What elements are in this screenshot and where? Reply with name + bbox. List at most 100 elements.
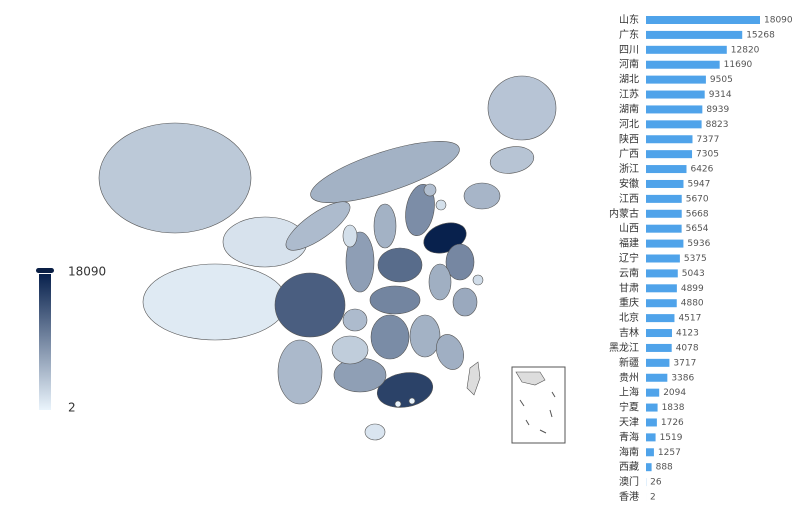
bar-value: 8823 bbox=[706, 120, 729, 130]
bar-value: 7377 bbox=[696, 135, 719, 145]
province bbox=[98, 122, 252, 234]
province bbox=[472, 274, 484, 286]
bar bbox=[646, 388, 660, 397]
province bbox=[370, 314, 410, 360]
visual-map-max: 18090 bbox=[68, 265, 106, 279]
bar bbox=[646, 284, 677, 293]
province bbox=[376, 372, 434, 408]
bar-value: 15268 bbox=[746, 30, 775, 40]
province bbox=[285, 201, 351, 251]
bar-value: 888 bbox=[656, 463, 673, 473]
bar bbox=[646, 463, 652, 472]
bar-category: 湖南 bbox=[619, 102, 639, 115]
province bbox=[463, 182, 501, 210]
bar-category: 江苏 bbox=[619, 88, 639, 101]
bar-value: 3386 bbox=[671, 373, 694, 383]
bar-category: 香港 bbox=[619, 491, 639, 503]
province bbox=[373, 203, 397, 249]
province bbox=[408, 397, 416, 405]
bar-category: 河南 bbox=[619, 58, 639, 71]
bar-value: 1838 bbox=[662, 403, 685, 413]
bar-value: 26 bbox=[650, 478, 662, 488]
bar-category: 宁夏 bbox=[619, 401, 639, 414]
bar bbox=[646, 165, 687, 174]
south-sea-inset bbox=[511, 366, 566, 444]
province bbox=[405, 183, 435, 237]
bar bbox=[646, 448, 654, 457]
map bbox=[98, 75, 557, 441]
bar-value: 4880 bbox=[681, 299, 704, 309]
province bbox=[445, 243, 475, 281]
bar-category: 新疆 bbox=[619, 356, 639, 369]
province bbox=[435, 199, 447, 211]
province bbox=[489, 146, 535, 174]
bar bbox=[646, 45, 727, 54]
bar bbox=[646, 224, 682, 233]
bar bbox=[646, 120, 702, 129]
bar-value: 5654 bbox=[686, 224, 709, 234]
province bbox=[394, 400, 402, 408]
bar-value: 2 bbox=[650, 493, 656, 503]
bar-category: 辽宁 bbox=[619, 252, 639, 265]
bar-category: 江西 bbox=[619, 193, 639, 205]
bar-category: 云南 bbox=[619, 266, 639, 279]
bar bbox=[646, 60, 720, 69]
bar-value: 5947 bbox=[687, 179, 710, 189]
bar-value: 5668 bbox=[686, 209, 709, 219]
bar-category: 广西 bbox=[619, 148, 639, 160]
bar bbox=[646, 373, 668, 382]
bar-category: 海南 bbox=[619, 445, 639, 458]
bar-category: 黑龙江 bbox=[609, 341, 639, 354]
visual-map-handle bbox=[36, 268, 54, 273]
ranking-bars: 山东 18090 广东 15268 四川 12820 河南 11690 湖北 9505 江苏 9314… bbox=[609, 13, 793, 503]
bar-category: 上海 bbox=[619, 386, 639, 399]
bar bbox=[646, 403, 658, 412]
province bbox=[342, 308, 368, 332]
province bbox=[342, 224, 358, 248]
bar bbox=[646, 75, 706, 84]
bar bbox=[646, 150, 693, 159]
bar bbox=[646, 329, 672, 338]
visual-map-min: 2 bbox=[68, 401, 76, 415]
bar bbox=[646, 135, 693, 144]
bar-category: 四川 bbox=[619, 45, 639, 56]
bar-value: 1257 bbox=[658, 448, 681, 458]
bar-category: 西藏 bbox=[619, 461, 639, 473]
bar bbox=[646, 269, 678, 278]
bar bbox=[646, 239, 684, 248]
province bbox=[452, 287, 478, 317]
bar bbox=[646, 254, 680, 263]
bar-category: 贵州 bbox=[619, 371, 639, 384]
bar bbox=[646, 314, 675, 323]
province bbox=[409, 314, 441, 358]
bar-category: 甘肃 bbox=[619, 281, 639, 294]
bar-value: 2094 bbox=[663, 388, 686, 398]
bar-value: 5936 bbox=[687, 239, 710, 249]
bar-category: 澳门 bbox=[619, 475, 639, 488]
province bbox=[345, 231, 375, 293]
bar-value: 18090 bbox=[764, 16, 793, 26]
bar-category: 陕西 bbox=[619, 132, 639, 145]
province bbox=[436, 334, 464, 370]
province bbox=[310, 140, 460, 204]
bar-category: 天津 bbox=[619, 416, 639, 428]
bar bbox=[646, 433, 656, 442]
bar-category: 河北 bbox=[619, 118, 639, 130]
province bbox=[333, 357, 387, 393]
bar bbox=[646, 343, 672, 352]
bar bbox=[646, 105, 703, 114]
bar-value: 9314 bbox=[709, 90, 732, 100]
bar bbox=[646, 179, 684, 188]
bar-category: 山西 bbox=[619, 223, 639, 235]
bar bbox=[646, 358, 670, 367]
bar-value: 5375 bbox=[684, 254, 707, 264]
bar-category: 内蒙古 bbox=[609, 207, 639, 220]
bar-value: 4517 bbox=[678, 314, 701, 324]
province bbox=[277, 339, 323, 405]
bar-value: 1726 bbox=[661, 418, 684, 428]
province bbox=[364, 423, 386, 441]
bar-value: 9505 bbox=[710, 75, 733, 85]
province bbox=[142, 263, 288, 341]
bar-value: 12820 bbox=[731, 45, 760, 55]
